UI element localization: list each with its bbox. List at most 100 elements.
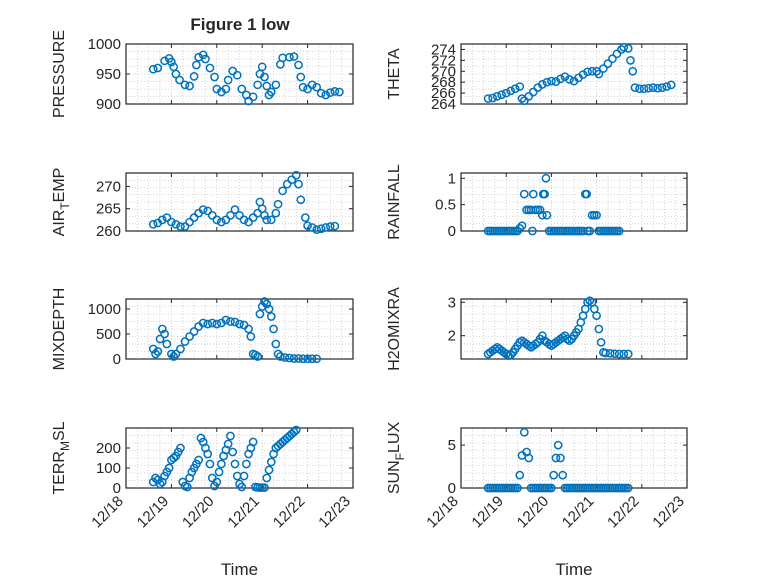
data-point xyxy=(248,213,258,222)
data-point xyxy=(273,349,283,359)
data-point xyxy=(167,349,176,359)
data-point xyxy=(260,297,269,306)
data-point xyxy=(180,337,190,346)
data-point xyxy=(298,354,308,364)
data-point xyxy=(260,72,269,82)
data-point xyxy=(599,64,608,73)
data-point xyxy=(556,453,565,463)
y-axis-label-subscript: F xyxy=(393,453,407,460)
data-point xyxy=(549,470,559,480)
data-point xyxy=(260,211,269,220)
data-point xyxy=(257,62,267,72)
data-point xyxy=(321,90,331,100)
data-point xyxy=(212,215,222,225)
data-point xyxy=(657,83,667,92)
data-point xyxy=(538,80,547,89)
data-point xyxy=(192,60,201,70)
data-point xyxy=(285,353,294,363)
data-point xyxy=(230,459,240,469)
data-point xyxy=(585,296,595,306)
data-point xyxy=(248,92,258,102)
data-point xyxy=(169,352,179,361)
data-point xyxy=(210,72,219,82)
x-axis-label: Time xyxy=(221,560,258,579)
data-point xyxy=(266,312,276,321)
data-point xyxy=(553,440,563,450)
data-point xyxy=(180,80,190,90)
y-tick-label: 100 xyxy=(96,460,121,477)
data-point xyxy=(492,92,502,101)
data-point xyxy=(171,349,181,359)
x-tick-label: 12/22 xyxy=(270,493,309,532)
data-point xyxy=(639,84,649,94)
data-point xyxy=(558,470,568,480)
data-point xyxy=(307,80,317,90)
data-point xyxy=(296,195,306,205)
axes-pressure: 900 950 1000 PRESSURE xyxy=(51,30,354,118)
data-point xyxy=(483,94,493,103)
data-point xyxy=(255,309,265,319)
data-point xyxy=(614,226,624,236)
data-point xyxy=(246,332,256,341)
data-point xyxy=(524,453,534,463)
data-point xyxy=(307,223,317,232)
data-point xyxy=(289,52,299,61)
data-point xyxy=(628,66,638,76)
data-point xyxy=(596,337,606,347)
data-point xyxy=(515,82,525,91)
data-point xyxy=(167,57,176,67)
x-tick-label: 12/18 xyxy=(423,493,462,532)
data-point xyxy=(296,72,306,82)
y-tick-label: 270 xyxy=(96,178,121,195)
y-axis-label-main: SUN xyxy=(386,460,403,494)
data-point xyxy=(294,60,303,70)
data-point xyxy=(194,455,203,465)
data-point xyxy=(201,54,210,64)
data-point xyxy=(289,427,299,437)
y-axis-label-tail: SL xyxy=(51,421,68,441)
data-point xyxy=(540,189,549,199)
y-tick-label: 3 xyxy=(448,294,456,311)
data-point xyxy=(185,332,194,341)
data-point xyxy=(592,210,601,220)
data-point xyxy=(239,215,249,225)
data-point xyxy=(551,453,561,463)
data-point xyxy=(538,331,547,341)
data-point xyxy=(330,87,340,96)
y-tick-label: 266 xyxy=(431,85,456,102)
data-point xyxy=(230,205,240,214)
axes-frame xyxy=(125,172,354,232)
data-point xyxy=(558,332,568,342)
y-tick-label: 200 xyxy=(96,440,121,457)
data-point xyxy=(291,425,301,435)
data-point xyxy=(221,215,231,225)
y-axis-label-subscript: M xyxy=(58,441,72,451)
data-point xyxy=(221,315,231,325)
data-point xyxy=(230,317,240,327)
data-point xyxy=(565,75,574,84)
data-point xyxy=(298,82,308,92)
y-tick-label: 268 xyxy=(431,74,456,91)
data-point xyxy=(185,81,194,91)
data-point xyxy=(321,223,331,232)
data-point xyxy=(176,344,185,354)
data-point xyxy=(623,44,633,53)
data-point xyxy=(278,186,287,196)
data-point xyxy=(266,87,276,97)
data-point xyxy=(260,483,269,492)
data-point xyxy=(287,175,297,185)
data-point xyxy=(612,49,622,59)
data-point xyxy=(239,471,249,481)
data-point xyxy=(198,50,208,60)
data-point xyxy=(216,459,226,469)
data-point xyxy=(312,82,322,92)
data-point xyxy=(237,482,247,492)
data-point xyxy=(157,324,167,334)
data-point xyxy=(189,327,199,336)
data-point xyxy=(221,84,231,94)
x-tick-label: 12/18 xyxy=(88,493,127,532)
x-tick-label: 12/19 xyxy=(134,493,173,532)
data-point xyxy=(169,453,179,463)
data-point xyxy=(506,86,516,96)
